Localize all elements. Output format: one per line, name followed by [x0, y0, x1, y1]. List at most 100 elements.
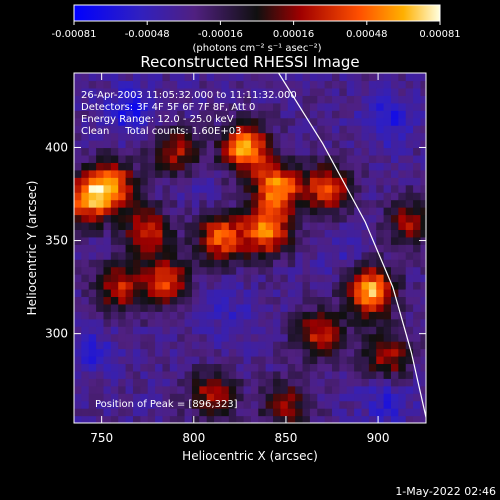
heatmap-cell: [376, 266, 385, 275]
heatmap-cell: [332, 117, 340, 126]
heatmap-cell: [354, 184, 363, 193]
heatmap-cell: [74, 229, 82, 238]
heatmap-cell: [199, 348, 208, 357]
heatmap-cell: [250, 207, 259, 216]
heatmap-cell: [191, 140, 200, 149]
heatmap-cell: [420, 363, 426, 372]
heatmap-cell: [177, 378, 186, 387]
heatmap-cell: [191, 303, 200, 312]
heatmap-cell: [258, 333, 267, 342]
heatmap-cell: [110, 184, 119, 193]
heatmap-cell: [236, 348, 245, 357]
heatmap-cell: [103, 169, 112, 178]
heatmap-cell: [96, 266, 105, 275]
heatmap-cell: [398, 192, 407, 201]
heatmap-cell: [420, 80, 426, 89]
heatmap-cell: [273, 207, 282, 216]
heatmap-cell: [199, 147, 208, 156]
heatmap-cell: [346, 229, 355, 238]
heatmap-cell: [214, 393, 223, 402]
heatmap-cell: [383, 393, 392, 402]
heatmap-cell: [346, 296, 355, 305]
heatmap-cell: [236, 370, 245, 379]
heatmap-cell: [103, 110, 112, 119]
heatmap-cell: [398, 229, 407, 238]
heatmap-cell: [191, 378, 200, 387]
heatmap-cell: [287, 221, 296, 230]
heatmap-cell: [324, 288, 333, 298]
heatmap-cell: [383, 326, 392, 335]
heatmap-cell: [177, 132, 186, 141]
heatmap-cell: [125, 140, 134, 149]
heatmap-cell: [368, 140, 377, 149]
heatmap-cell: [420, 162, 426, 171]
heatmap-cell: [177, 244, 186, 253]
heatmap-cell: [258, 229, 267, 238]
heatmap-cell: [309, 348, 318, 357]
heatmap-cell: [413, 132, 422, 141]
heatmap-cell: [302, 125, 311, 134]
heatmap-cell: [184, 408, 193, 417]
heatmap-cell: [110, 393, 119, 402]
heatmap-cell: [324, 177, 333, 186]
heatmap-cell: [103, 236, 112, 245]
heatmap-cell: [258, 80, 267, 89]
heatmap-cell: [287, 244, 296, 253]
heatmap-cell: [258, 117, 267, 126]
heatmap-cell: [147, 415, 156, 423]
heatmap-cell: [191, 73, 200, 82]
heatmap-cell: [236, 326, 245, 335]
heatmap-cell: [309, 221, 318, 230]
heatmap-cell: [258, 393, 267, 402]
heatmap-cell: [162, 102, 171, 111]
heatmap-cell: [118, 147, 127, 156]
heatmap-cell: [206, 110, 215, 119]
heatmap-cell: [383, 184, 392, 193]
heatmap-cell: [140, 266, 149, 275]
heatmap-cell: [236, 162, 245, 171]
heatmap-cell: [81, 400, 90, 409]
heatmap-cell: [346, 333, 355, 342]
heatmap-cell: [339, 110, 348, 119]
heatmap-cell: [125, 251, 134, 260]
heatmap-cell: [147, 169, 156, 178]
heatmap-cell: [302, 296, 311, 305]
heatmap-cell: [132, 281, 141, 290]
heatmap-cell: [155, 281, 164, 290]
heatmap-cell: [273, 311, 282, 320]
heatmap-cell: [258, 274, 267, 283]
heatmap-cell: [383, 87, 392, 96]
heatmap-cell: [376, 80, 385, 89]
heatmap-cell: [132, 87, 141, 96]
heatmap-cell: [177, 184, 186, 193]
heatmap-cell: [103, 333, 112, 342]
heatmap-cell: [273, 385, 282, 394]
heatmap-cell: [309, 296, 318, 305]
heatmap-cell: [250, 102, 259, 111]
heatmap-cell: [317, 199, 326, 208]
heatmap-cell: [405, 177, 414, 186]
heatmap-cell: [177, 400, 186, 409]
heatmap-cell: [184, 288, 193, 298]
heatmap-cell: [250, 393, 259, 402]
heatmap-cell: [74, 333, 82, 342]
heatmap-cell: [280, 207, 289, 216]
heatmap-cell: [236, 318, 245, 327]
heatmap-cell: [273, 400, 282, 409]
heatmap-cell: [376, 110, 385, 119]
heatmap-cell: [88, 199, 97, 208]
heatmap-cell: [177, 140, 186, 149]
heatmap-cell: [309, 229, 318, 238]
heatmap-cell: [258, 199, 267, 208]
heatmap-cell: [287, 87, 296, 96]
heatmap-cell: [280, 266, 289, 275]
heatmap-cell: [88, 147, 97, 156]
heatmap-cell: [287, 117, 296, 126]
heatmap-cell: [361, 400, 370, 409]
heatmap-cell: [420, 125, 426, 134]
heatmap-cell: [302, 266, 311, 275]
heatmap-cell: [81, 341, 90, 350]
heatmap-cell: [74, 154, 82, 163]
heatmap-cell: [309, 303, 318, 312]
heatmap-cell: [206, 214, 215, 223]
